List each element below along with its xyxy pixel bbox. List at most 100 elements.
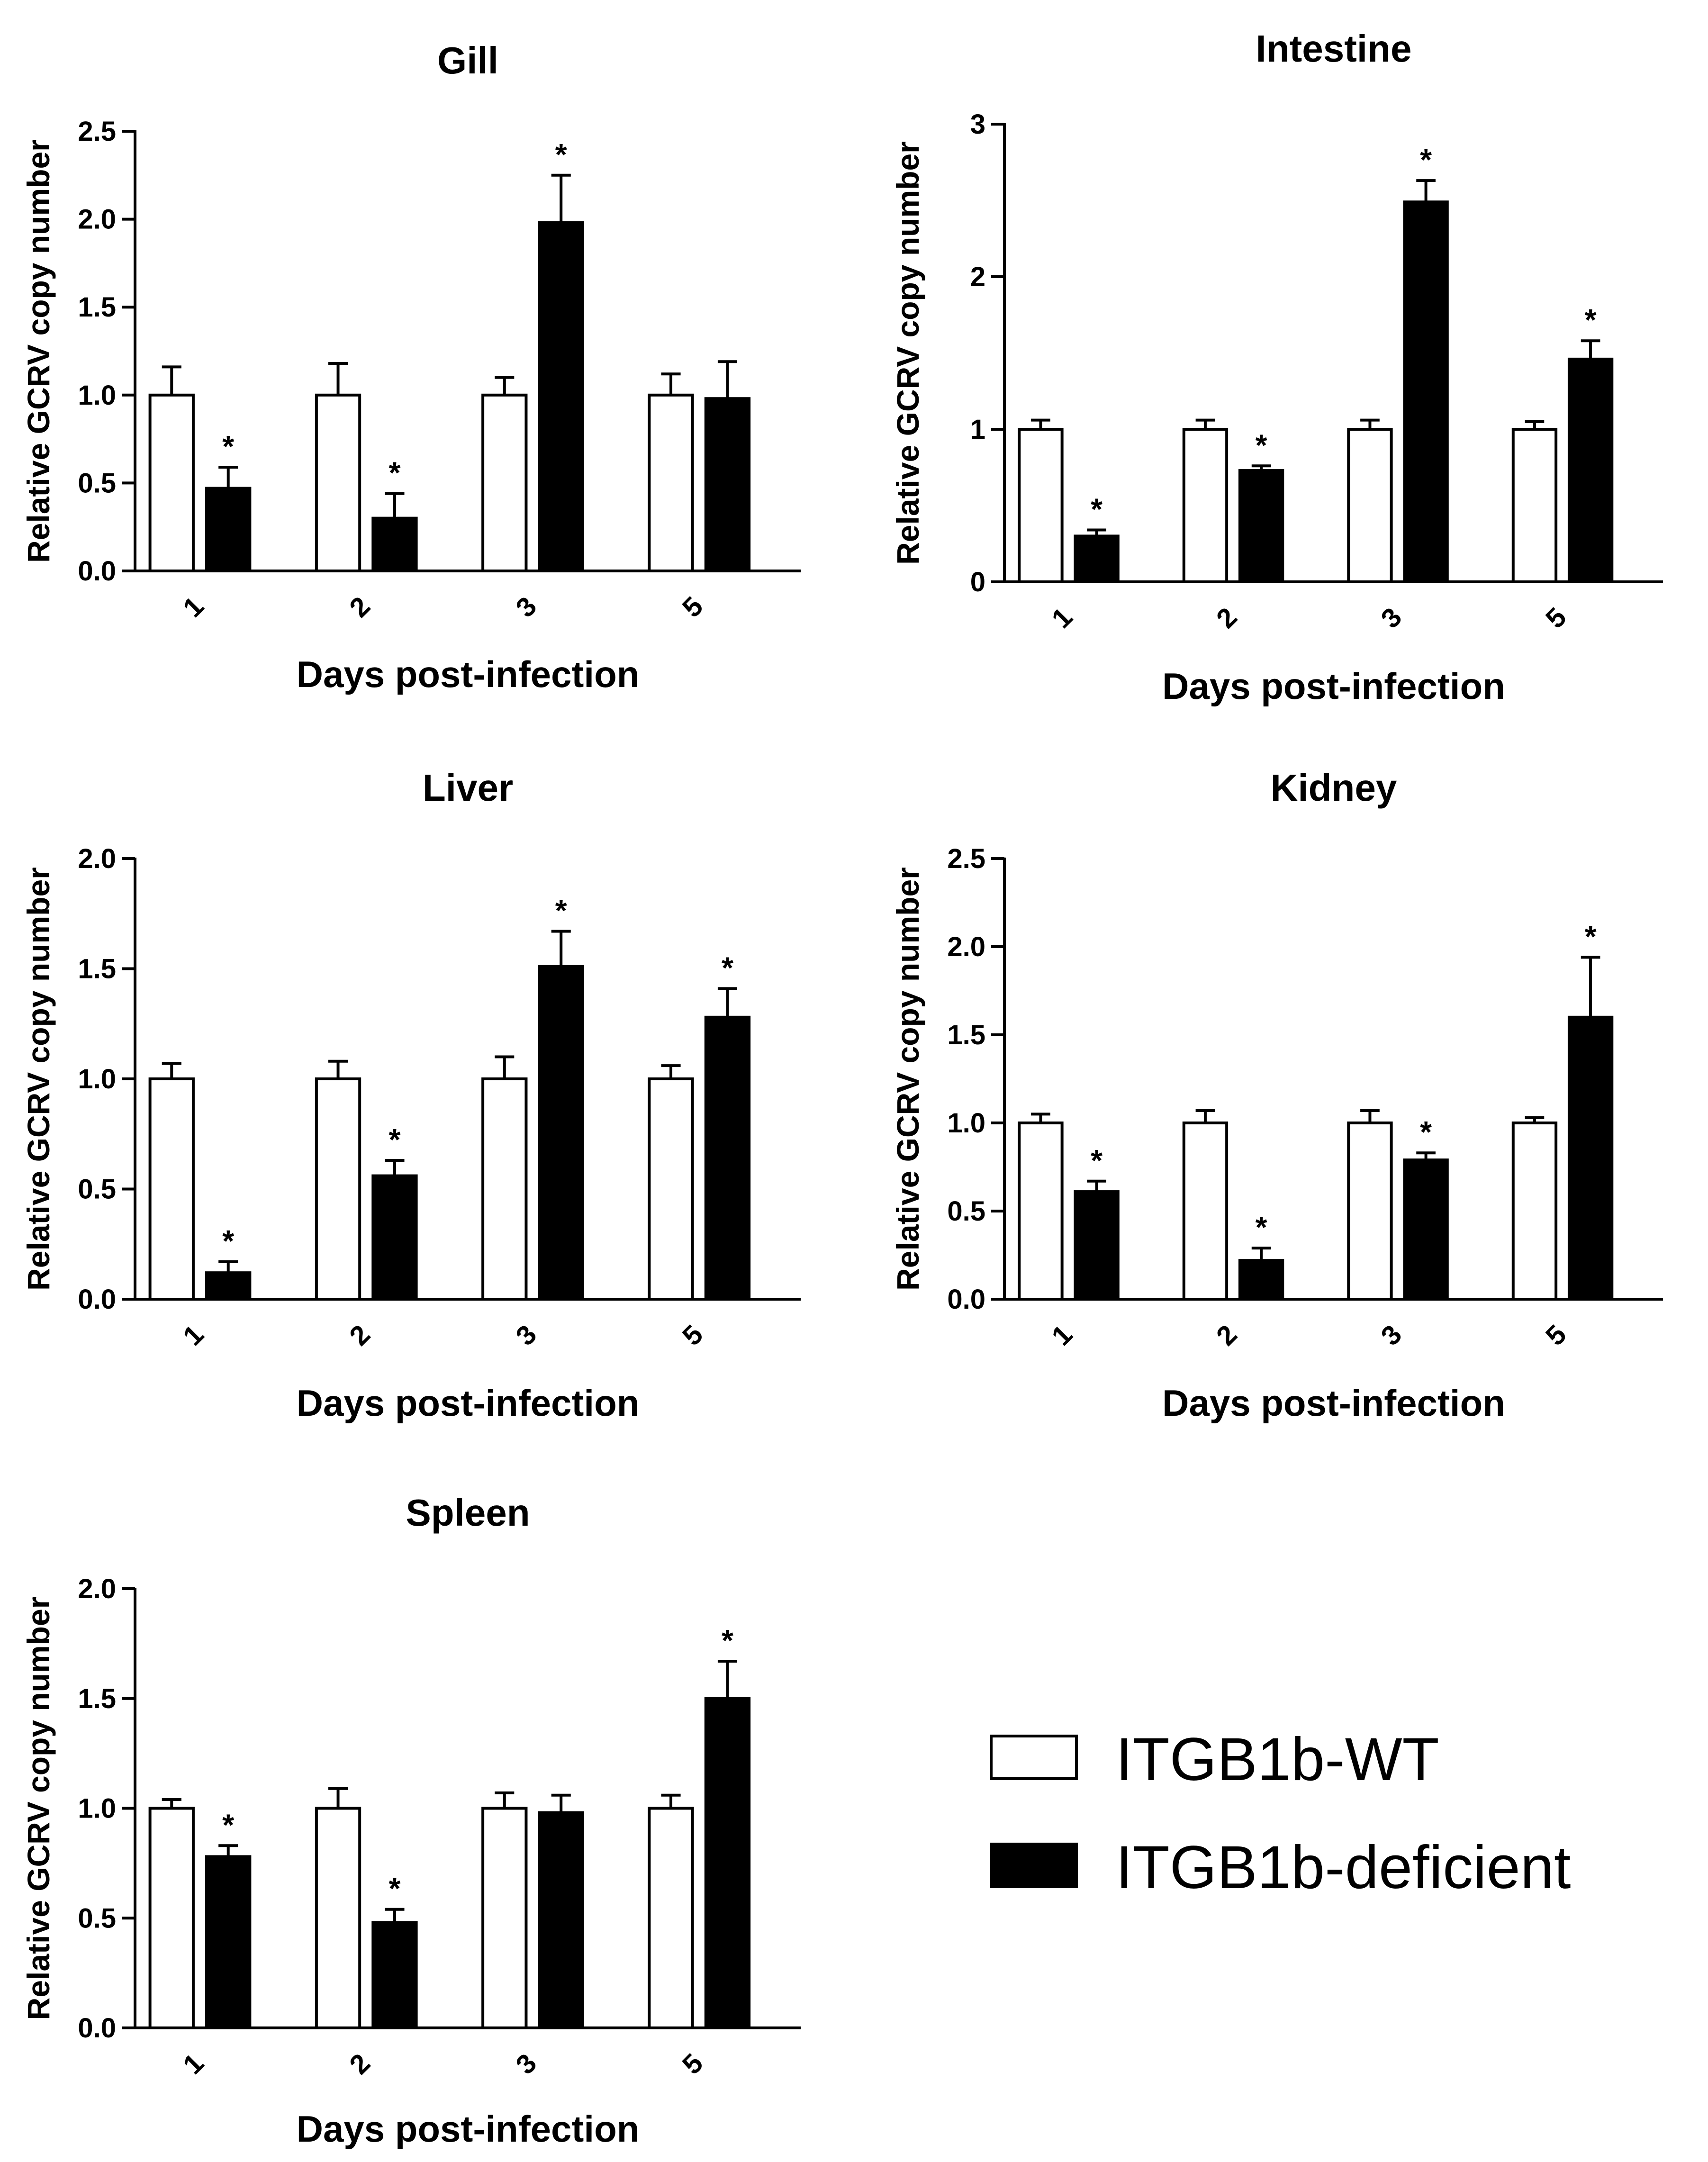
- bar-deficient-day-3: [538, 965, 584, 1301]
- significance-marker: *: [722, 950, 733, 985]
- legend: ITGB1b-WT ITGB1b-deficient: [990, 1726, 1571, 1901]
- x-tick-label: 2: [343, 1319, 376, 1352]
- x-tick-label: 5: [1540, 1319, 1572, 1352]
- legend-label-deficient: ITGB1b-deficient: [1116, 1834, 1571, 1901]
- x-tick-label: 2: [343, 591, 376, 624]
- y-tick-label: 2.5: [78, 116, 116, 147]
- significance-marker: *: [222, 1808, 234, 1842]
- y-tick-label: 0.0: [78, 1284, 116, 1315]
- bar-wt-day-1: [148, 393, 195, 572]
- y-tick-label: 0.0: [78, 556, 116, 587]
- y-tick-label: 1.5: [78, 1683, 116, 1714]
- bar-wt-day-5: [1511, 1122, 1558, 1301]
- bar-deficient-day-2: [371, 516, 418, 573]
- bar-wt-day-1: [1018, 1122, 1064, 1301]
- chart-title: Kidney: [1271, 767, 1397, 809]
- bar-wt-day-5: [648, 1807, 694, 2029]
- bar-wt-day-1: [148, 1807, 195, 2029]
- bar-deficient-day-5: [1567, 357, 1614, 583]
- y-axis-label: Relative GCRV copy number: [21, 1597, 56, 2020]
- charts-group: Gill 0.0 0.5 1.0 1.5 2.0 2.5 Relative GCRV copy…: [21, 27, 1663, 2150]
- y-tick-label: 0.0: [78, 2013, 116, 2044]
- x-axis-label: Days post-infection: [1162, 1382, 1505, 1424]
- y-tick-label: 0.5: [78, 1174, 116, 1205]
- chart-title: Liver: [423, 767, 513, 809]
- x-tick-label: 1: [177, 2048, 210, 2081]
- x-axis-label: Days post-infection: [1162, 665, 1505, 707]
- bar-deficient-day-1: [205, 1855, 252, 2029]
- significance-marker: *: [1256, 428, 1267, 462]
- bar-deficient-day-5: [704, 1697, 751, 2029]
- x-tick-label: 3: [510, 1319, 542, 1352]
- x-tick-label: 1: [177, 591, 210, 624]
- x-tick-label: 5: [1540, 602, 1572, 634]
- x-tick-label: 1: [1046, 602, 1078, 634]
- y-axis-label: Relative GCRV copy number: [890, 141, 925, 565]
- y-tick-label: 1: [970, 414, 985, 445]
- significance-marker: *: [1585, 303, 1597, 337]
- bar-deficient-day-3: [1403, 1158, 1449, 1301]
- bar-wt-day-3: [1347, 1122, 1393, 1301]
- y-tick-label: 0.5: [78, 1903, 116, 1934]
- x-tick-label: 3: [1375, 1319, 1408, 1352]
- x-tick-label: 5: [677, 1319, 709, 1352]
- bar-wt-day-1: [148, 1077, 195, 1301]
- bar-deficient-day-3: [538, 221, 584, 572]
- significance-marker: *: [555, 893, 567, 927]
- chart-intestine: Intestine 0 1 2 3 Relative GCRV copy number Da…: [890, 27, 1663, 707]
- bar-wt-day-2: [315, 1077, 361, 1301]
- bar-deficient-day-1: [1074, 1190, 1120, 1301]
- x-axis-label: Days post-infection: [297, 1382, 640, 1424]
- significance-marker: *: [555, 137, 567, 172]
- legend-swatch-deficient: [990, 1843, 1078, 1888]
- chart-liver: Liver 0.0 0.5 1.0 1.5 2.0 Relative GCRV copy n…: [21, 767, 801, 1424]
- chart-title: Gill: [437, 39, 498, 81]
- y-tick-label: 0: [970, 567, 985, 597]
- significance-marker: *: [1091, 1143, 1103, 1177]
- bar-deficient-day-2: [1238, 469, 1284, 583]
- bar-deficient-day-2: [371, 1174, 418, 1301]
- x-tick-label: 1: [1046, 1319, 1078, 1352]
- chart-gill: Gill 0.0 0.5 1.0 1.5 2.0 2.5 Relative GCRV copy…: [21, 39, 801, 695]
- y-tick-label: 0.0: [947, 1284, 985, 1315]
- significance-marker: *: [389, 456, 400, 490]
- chart-spleen: Spleen 0.0 0.5 1.0 1.5 2.0 Relative GCRV copy …: [21, 1492, 801, 2150]
- y-tick-label: 2.5: [947, 843, 985, 874]
- significance-marker: *: [1585, 919, 1597, 953]
- legend-label-wt: ITGB1b-WT: [1116, 1726, 1439, 1793]
- y-tick-label: 1.5: [78, 292, 116, 323]
- y-tick-label: 2.0: [947, 932, 985, 962]
- chart-kidney: Kidney 0.0 0.5 1.0 1.5 2.0 2.5 Relative GCRV co…: [890, 767, 1663, 1424]
- significance-marker: *: [722, 1623, 733, 1657]
- bar-wt-day-2: [315, 393, 361, 572]
- significance-marker: *: [389, 1872, 400, 1906]
- bar-deficient-day-5: [704, 397, 751, 572]
- x-tick-label: 2: [343, 2048, 376, 2081]
- bar-deficient-day-1: [205, 1271, 252, 1301]
- y-tick-label: 0.5: [78, 468, 116, 498]
- bar-deficient-day-2: [371, 1921, 418, 2030]
- significance-marker: *: [1420, 1115, 1432, 1149]
- bar-wt-day-2: [1182, 1122, 1229, 1301]
- bar-deficient-day-1: [1074, 534, 1120, 584]
- y-axis-label: Relative GCRV copy number: [21, 867, 56, 1291]
- bar-deficient-day-3: [538, 1811, 584, 2030]
- significance-marker: *: [1091, 492, 1103, 526]
- bar-wt-day-5: [648, 393, 694, 572]
- y-tick-label: 1.0: [78, 380, 116, 411]
- bar-wt-day-3: [481, 1807, 528, 2029]
- y-tick-label: 1.5: [947, 1020, 985, 1050]
- y-tick-label: 2: [970, 262, 985, 292]
- chart-title: Spleen: [406, 1492, 530, 1534]
- bar-wt-day-5: [1511, 428, 1558, 583]
- y-tick-label: 3: [970, 109, 985, 140]
- bar-wt-day-3: [481, 393, 528, 572]
- chart-title: Intestine: [1256, 27, 1412, 70]
- significance-marker: *: [222, 1224, 234, 1258]
- y-axis-label: Relative GCRV copy number: [890, 867, 925, 1291]
- bar-deficient-day-1: [205, 487, 252, 573]
- y-tick-label: 2.0: [78, 204, 116, 235]
- bar-wt-day-5: [648, 1077, 694, 1301]
